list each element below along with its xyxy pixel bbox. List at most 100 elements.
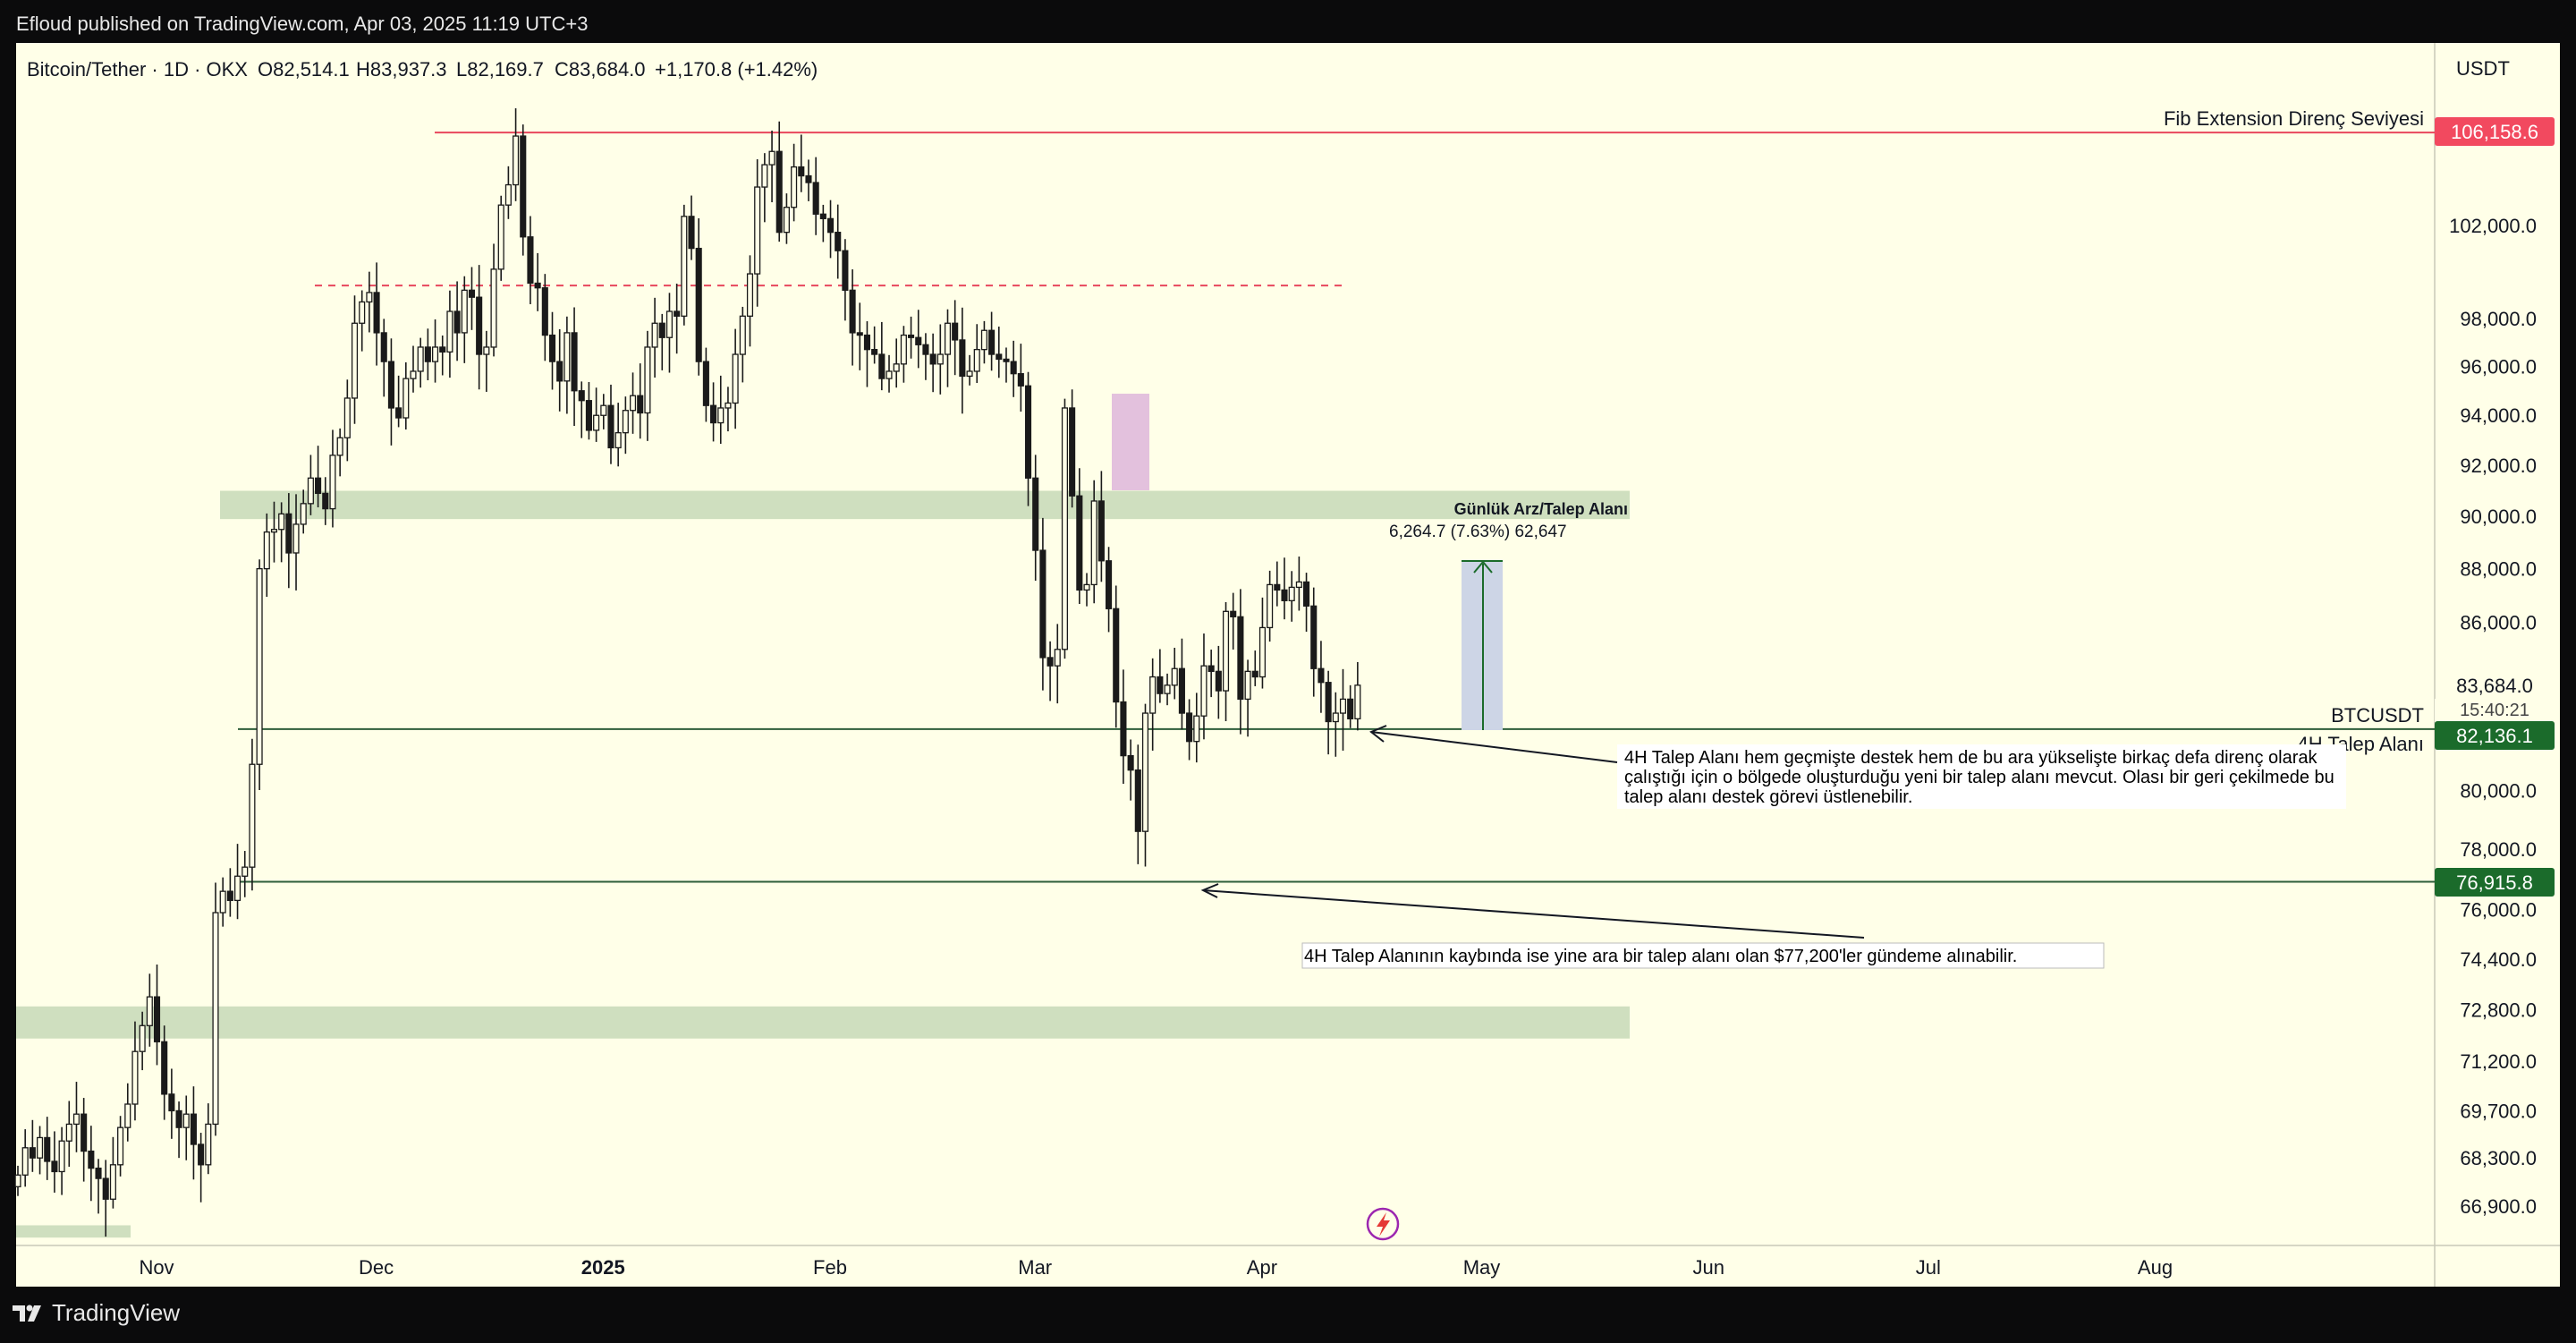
candle	[724, 387, 732, 432]
candle	[1003, 347, 1010, 383]
candle-body-up	[300, 503, 307, 525]
candle	[1076, 468, 1083, 605]
candle	[233, 844, 242, 920]
candle	[607, 384, 614, 464]
candle	[936, 324, 944, 395]
candle	[1258, 597, 1267, 689]
candle	[490, 243, 497, 357]
candle	[922, 333, 929, 380]
candle-body-up	[944, 322, 952, 355]
pink-zone[interactable]	[1112, 394, 1149, 490]
candle-body-up	[629, 395, 637, 412]
zone-bottom[interactable]	[16, 1225, 131, 1238]
candle-body-down	[1010, 361, 1017, 375]
price-tick-label: 86,000.0	[2460, 611, 2537, 633]
candle-body-down	[226, 890, 233, 902]
candle-body-down	[585, 400, 592, 431]
candle	[863, 321, 871, 387]
candle	[856, 302, 863, 370]
candle-body-up	[1295, 581, 1302, 589]
candle	[88, 1126, 95, 1202]
candle	[256, 559, 263, 790]
price-tick-label: 66,900.0	[2460, 1195, 2537, 1218]
candle	[1267, 570, 1274, 642]
candle-body-up	[182, 1113, 190, 1128]
measure-label: 6,264.7 (7.63%) 62,647	[1389, 523, 1567, 541]
candle-body-down	[153, 996, 161, 1042]
time-tick-label: May	[1463, 1256, 1501, 1279]
candle	[410, 345, 417, 393]
candle-body-up	[14, 1174, 21, 1187]
resistance-price-tag[interactable]	[2435, 117, 2555, 146]
candle-body-down	[29, 1147, 36, 1159]
zone-lower[interactable]	[16, 1006, 1630, 1039]
candle	[1347, 684, 1354, 728]
candle-body-up	[366, 292, 373, 303]
candle	[1039, 517, 1046, 691]
candle	[908, 316, 915, 359]
candle-body-up	[1149, 676, 1157, 714]
candle-body-up	[58, 1140, 65, 1173]
candle-body-down	[674, 310, 681, 317]
candle-body-down	[775, 150, 783, 234]
candle-body-down	[908, 334, 915, 338]
candle	[380, 319, 387, 397]
candle	[190, 1086, 197, 1180]
candle	[1113, 585, 1120, 728]
ticker-label: BTCUSDT	[2331, 704, 2424, 727]
candle	[527, 216, 534, 304]
candle-body-down	[1106, 560, 1113, 609]
candle	[812, 157, 819, 235]
tradingview-logo[interactable]: TradingView	[13, 1299, 180, 1327]
candle-body-up	[270, 529, 278, 533]
candle	[424, 328, 431, 381]
candle-body-down	[1347, 698, 1354, 719]
candle-body-down	[285, 513, 292, 554]
candle-body-up	[219, 890, 226, 914]
support-low-price-tag[interactable]	[2435, 868, 2555, 897]
candle	[1178, 638, 1185, 730]
candle-body-down	[805, 174, 812, 183]
currency-label[interactable]: USDT	[2456, 57, 2510, 80]
price-tick-label: 90,000.0	[2460, 506, 2537, 528]
time-tick-label: Dec	[359, 1256, 394, 1279]
candle-body-down	[1017, 373, 1024, 387]
candle	[168, 1068, 175, 1139]
candle	[644, 330, 651, 441]
candle-body-down	[322, 492, 329, 510]
candle	[1083, 573, 1090, 607]
note2-box[interactable]	[1301, 942, 2105, 969]
candle-body-down	[1274, 583, 1281, 591]
note1-box[interactable]	[1617, 744, 2346, 809]
note2-text: 4H Talep Alanının kaybında ise yine ara …	[1304, 947, 2017, 966]
candle	[1106, 547, 1113, 633]
note1-arrow	[1370, 731, 1618, 763]
note1-arrow-head	[1369, 725, 1387, 743]
candle	[359, 290, 366, 352]
candle-body-up	[205, 1123, 212, 1166]
candle	[14, 1165, 21, 1196]
candle	[453, 281, 461, 361]
candle-body-down	[395, 407, 402, 419]
candle	[37, 1126, 44, 1175]
candle-body-up	[1090, 500, 1097, 586]
lightning-icon[interactable]	[1366, 1207, 1400, 1241]
candle-body-down	[1303, 581, 1310, 607]
price-axis-background	[2435, 43, 2560, 1287]
candle	[717, 375, 724, 445]
candle	[973, 324, 980, 383]
candle	[886, 354, 893, 393]
price-tick-label: 96,000.0	[2460, 356, 2537, 378]
candle	[878, 321, 886, 391]
ohlc-open: O82,514.1	[258, 58, 350, 81]
candle-body-up	[146, 996, 153, 1026]
support-4h-price-tag[interactable]	[2435, 721, 2555, 750]
candle-body-up	[242, 866, 249, 877]
candle-body-up	[65, 1123, 72, 1142]
zone-daily[interactable]	[220, 490, 1630, 520]
candle-body-down	[1003, 358, 1010, 362]
candle-body-up	[893, 363, 900, 372]
candle	[1024, 371, 1032, 506]
candle-body-down	[95, 1167, 102, 1179]
